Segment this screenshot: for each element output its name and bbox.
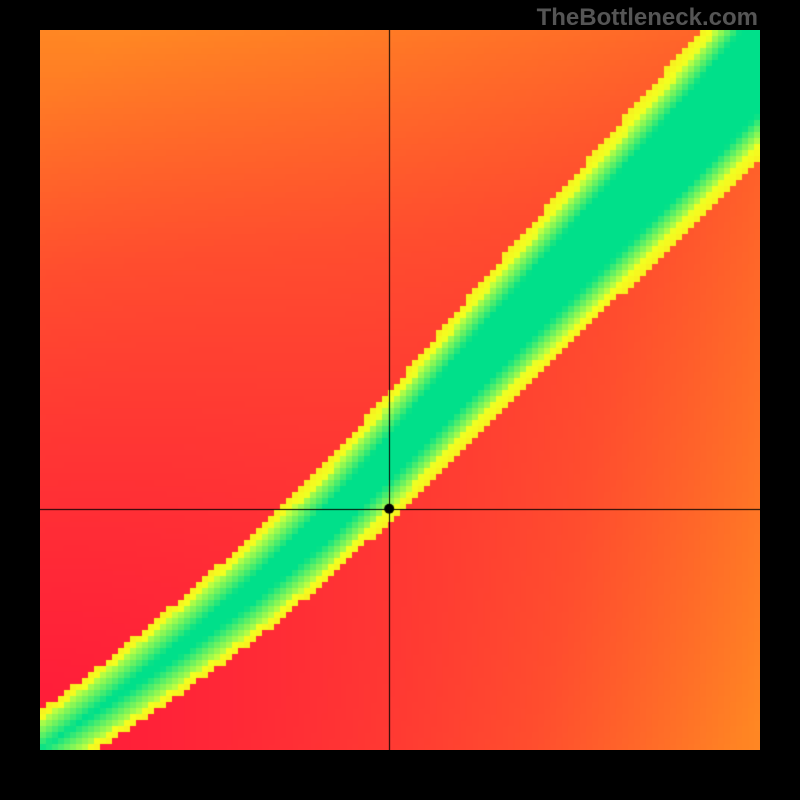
watermark-text: TheBottleneck.com [537,4,758,32]
chart-container: TheBottleneck.com [0,0,800,800]
bottleneck-heatmap [40,30,760,750]
